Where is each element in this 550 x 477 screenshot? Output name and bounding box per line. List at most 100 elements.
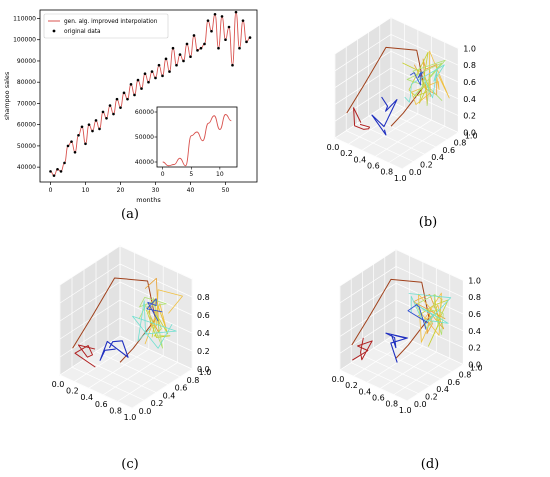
panel-d-trajectory-brown — [351, 278, 430, 359]
panel-b-y-tick-label: 0.6 — [442, 146, 455, 155]
panel-d-grid-line — [395, 249, 464, 281]
y-tick-label: 80000 — [17, 79, 36, 86]
panel-b-y-tick-label: 0.2 — [420, 161, 433, 170]
panel-d-x-tick-label: 0.0 — [332, 375, 345, 384]
panel-c-y-tick-label: 0.2 — [151, 399, 164, 408]
panel-d-grid-line — [393, 357, 450, 395]
legend-point-swatch — [52, 29, 56, 33]
panel-b-x-tick-label: 0.2 — [340, 149, 353, 158]
data-point — [119, 106, 122, 109]
panel-b-grid-line — [388, 125, 445, 163]
panel-b-grid-line — [390, 17, 459, 49]
panel-b-y-tick-label: 0.8 — [454, 139, 467, 148]
panel-d-trajectory-navy — [407, 303, 428, 330]
panel-c-trajectory-navy — [146, 298, 163, 322]
panel-label-d: (d) — [421, 457, 439, 472]
data-point — [199, 46, 203, 50]
panel-b-grid-line — [346, 130, 414, 162]
panel-d-z-tick-label: 0.8 — [468, 293, 481, 302]
data-point — [56, 167, 59, 171]
panel-d-y-tick-label: 0.8 — [459, 371, 472, 380]
panel-d-y-tick-label: 0.0 — [414, 400, 427, 409]
panel-c-grid-line — [83, 359, 157, 393]
panel-c-grid-line — [59, 245, 121, 286]
panel-b-z-tick-label: 1.0 — [463, 44, 476, 53]
panel-d-grid-line — [351, 362, 419, 394]
panel-b-z-tick-label: 0.0 — [463, 128, 476, 137]
panel-b-x-tick-label: 0.6 — [367, 161, 380, 170]
y-tick-label: 100000 — [13, 37, 36, 44]
data-point — [185, 42, 189, 46]
panel-c-grid-line — [103, 355, 164, 396]
panel-c-trajectory-4 — [132, 300, 177, 349]
panel-a-chart: 0 10 20 30 40 5040000500006000070000800009000… — [3, 9, 258, 204]
series-interpolation-line — [50, 11, 251, 177]
data-point — [175, 63, 178, 67]
data-point — [206, 19, 210, 22]
data-point — [70, 140, 73, 143]
panel-b-x-tick-label: 1.0 — [394, 174, 407, 183]
data-point — [49, 170, 52, 173]
panel-b-grid-line — [348, 107, 405, 145]
panel-d-grid-line — [366, 345, 424, 383]
panel-c-grid-line — [119, 263, 193, 298]
panel-d-z-tick-label: 0.2 — [468, 344, 481, 353]
data-point — [248, 36, 252, 39]
panel-b-y-tick-label: 0.0 — [409, 168, 422, 177]
inset-y-tick-label: 60000 — [135, 109, 154, 116]
legend-box — [43, 13, 169, 39]
panel-b-grid-line — [402, 132, 459, 170]
panel-c-y-tick-label: 1.0 — [199, 368, 212, 377]
data-point — [213, 12, 217, 16]
panel-b-y-tick-label: 0.4 — [431, 153, 444, 162]
panel-c-trajectory-brown — [72, 277, 156, 363]
panel-b-grid-line — [334, 101, 392, 139]
data-point — [178, 53, 182, 56]
x-tick-label: 40 — [187, 187, 195, 194]
panel-b-x-tick-label: 0.4 — [354, 155, 367, 164]
panel-c-z-tick-label: 0.6 — [197, 311, 210, 320]
data-point — [245, 40, 248, 44]
panel-label-c: (c) — [121, 457, 138, 472]
panel-d-grid-line — [339, 369, 408, 402]
data-point — [77, 133, 80, 137]
panel-b-trajectory-blue — [371, 96, 398, 136]
x-tick-label: 30 — [152, 187, 160, 194]
x-tick-label: 50 — [222, 187, 230, 194]
panel-d-x-tick-label: 1.0 — [399, 406, 412, 415]
panel-d-x-tick-label: 0.8 — [385, 400, 398, 409]
x-tick-label: 0 — [49, 187, 53, 194]
panel-label-b: (b) — [419, 215, 437, 230]
data-point — [168, 70, 171, 73]
panel-c-y-tick-label: 0.4 — [163, 391, 176, 400]
panel-c-grid-line — [59, 317, 121, 358]
panel-c-y-tick-label: 0.0 — [139, 407, 152, 416]
data-point — [59, 170, 63, 173]
panel-c-z-tick-label: 0.4 — [197, 329, 210, 338]
data-point — [164, 57, 168, 61]
panel-d-grid-line — [373, 347, 441, 380]
y-tick-label: 40000 — [17, 164, 36, 171]
data-point — [196, 49, 199, 52]
panel-d-grid-line — [395, 282, 464, 315]
y-tick-label: 50000 — [17, 143, 36, 150]
data-point — [105, 116, 108, 120]
panel-b-trajectory-red — [353, 107, 371, 130]
panel-b-grid-line — [334, 137, 403, 170]
panel-b-trajectory-4 — [404, 64, 445, 103]
panel-d-z-tick-label: 0.4 — [468, 327, 481, 336]
data-point — [161, 74, 164, 78]
x-tick-label: 20 — [117, 187, 125, 194]
data-point — [98, 127, 101, 131]
panel-d-grid-line — [339, 333, 397, 371]
panel-d-y-tick-label: 0.6 — [447, 378, 460, 387]
panel-c-grid-line — [107, 343, 181, 378]
panel-b-grid-line — [334, 17, 392, 55]
panel-c-z-tick-label: 0.8 — [197, 293, 210, 302]
inset-x-tick-label: 5 — [189, 171, 193, 178]
data-point — [220, 15, 224, 18]
data-point — [126, 97, 129, 101]
panel-d-x-tick-label: 0.4 — [359, 387, 372, 396]
panel-c-grid-line — [119, 335, 193, 370]
panel-c-grid-line — [119, 281, 193, 316]
